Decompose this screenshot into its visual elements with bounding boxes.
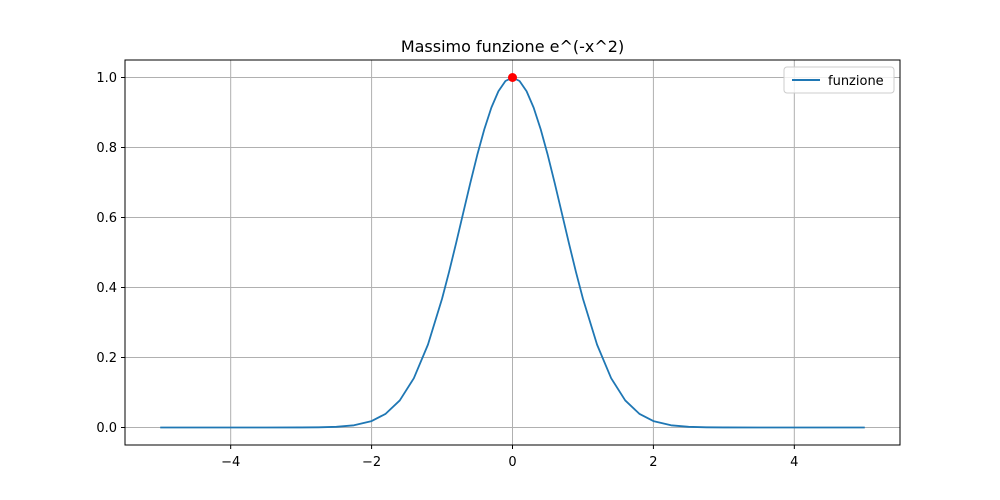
y-tick-label: 0.6 — [96, 211, 117, 226]
y-tick-label: 0.0 — [96, 421, 117, 436]
y-tick-label: 1.0 — [96, 71, 117, 86]
marker-layer — [508, 73, 517, 82]
chart-title: Massimo funzione e^(-x^2) — [401, 37, 624, 56]
x-axis: −4 −2 0 2 4 — [221, 445, 798, 470]
x-tick-label: 4 — [790, 455, 798, 470]
y-tick-label: 0.8 — [96, 141, 117, 156]
x-tick-label: 2 — [649, 455, 657, 470]
legend-label: funzione — [828, 74, 884, 89]
x-tick-label: −4 — [221, 455, 240, 470]
x-tick-label: 0 — [508, 455, 516, 470]
legend[interactable]: funzione — [783, 66, 895, 94]
y-axis: 0.0 0.2 0.4 0.6 0.8 1.0 — [96, 71, 125, 436]
y-tick-label: 0.4 — [96, 281, 117, 296]
x-tick-label: −2 — [362, 455, 381, 470]
y-tick-label: 0.2 — [96, 351, 117, 366]
max-point-marker — [508, 73, 517, 82]
legend-box — [783, 66, 895, 94]
